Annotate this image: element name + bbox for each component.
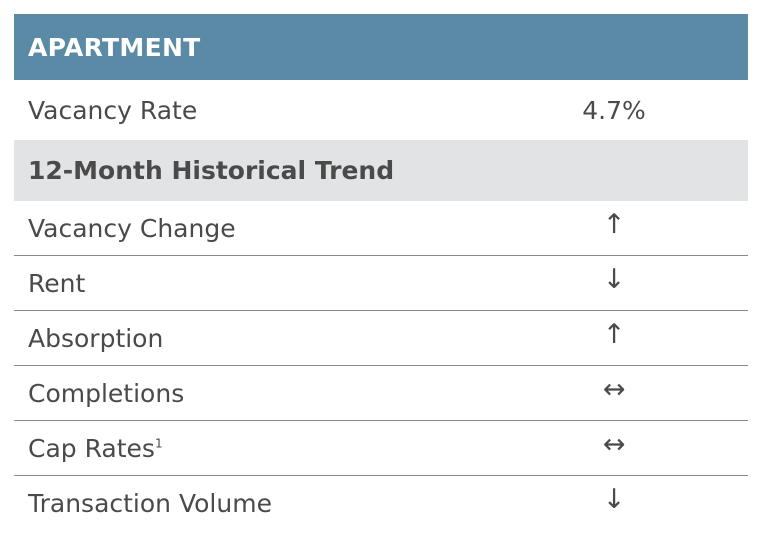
trend-section-title: 12-Month Historical Trend [28, 156, 395, 185]
vacancy-rate-value: 4.7% [582, 95, 646, 125]
table-title: APARTMENT [28, 32, 201, 62]
vacancy-rate-label: Vacancy Rate [28, 95, 198, 125]
table-row: Completions ↔ [14, 366, 748, 421]
trend-label: Vacancy Change [28, 213, 236, 243]
trend-label: Transaction Volume [28, 489, 272, 518]
table-row: Absorption ↑ [14, 311, 748, 366]
arrow-up-icon: ↑ [602, 208, 626, 240]
table-row: Vacancy Change ↑ [14, 201, 748, 256]
trend-label: Rent [28, 268, 86, 298]
arrow-left-right-icon: ↔ [602, 428, 626, 460]
trend-label: Absorption [28, 323, 164, 353]
trend-section-header: 12-Month Historical Trend [14, 140, 748, 201]
trend-rows: Vacancy Change ↑ Rent ↓ Absorption ↑ Com… [14, 201, 748, 531]
table-row: Cap Rates1 ↔ [14, 421, 748, 476]
arrow-down-icon: ↓ [602, 263, 626, 295]
vacancy-rate-row: Vacancy Rate 4.7% [14, 80, 748, 140]
apartment-trend-table: APARTMENT Vacancy Rate 4.7% 12-Month His… [14, 14, 748, 531]
arrow-down-icon: ↓ [602, 484, 626, 515]
table-row: Transaction Volume ↓ [14, 476, 748, 531]
arrow-left-right-icon: ↔ [602, 373, 626, 405]
trend-label: Cap Rates1 [28, 433, 163, 463]
table-row: Rent ↓ [14, 256, 748, 311]
table-header: APARTMENT [14, 14, 748, 80]
footnote-marker: 1 [154, 436, 163, 451]
arrow-up-icon: ↑ [602, 318, 626, 350]
trend-label: Completions [28, 378, 185, 408]
